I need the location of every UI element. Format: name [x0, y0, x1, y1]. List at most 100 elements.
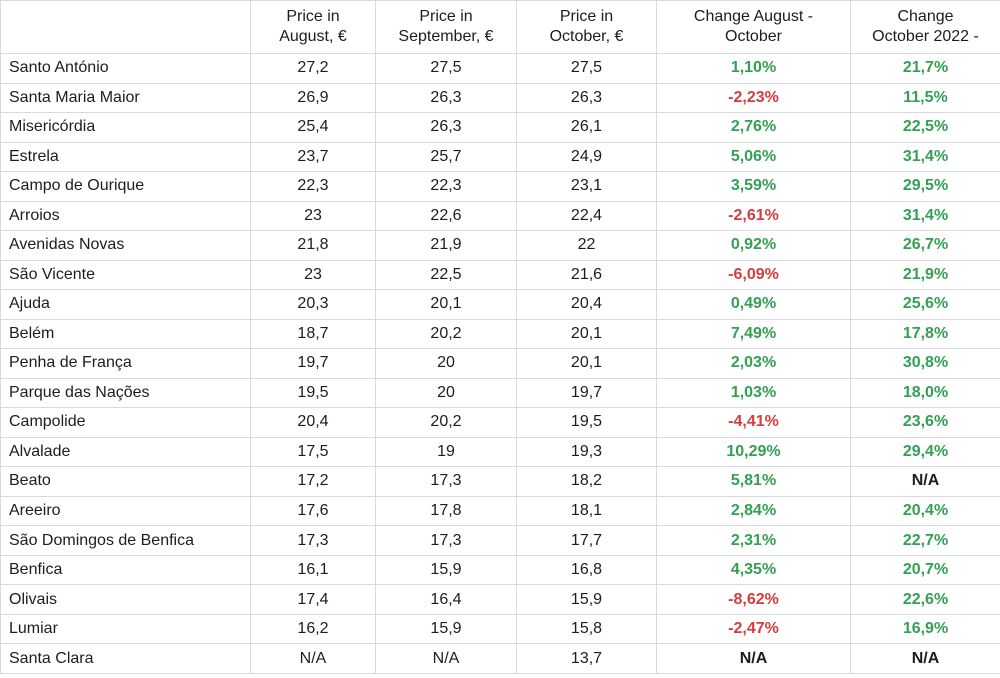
change-october-2022-cell[interactable]: 29,4%	[850, 436, 1000, 468]
price-september-cell[interactable]: 22,3	[375, 171, 517, 202]
price-september-cell[interactable]: 21,9	[375, 230, 517, 261]
district-name-cell[interactable]: Misericórdia	[0, 112, 251, 143]
price-september-cell[interactable]: 26,3	[375, 82, 517, 114]
column-header-change-august-october[interactable]: Change August - October	[656, 0, 851, 54]
change-august-october-cell[interactable]: 0,49%	[656, 289, 851, 320]
change-august-october-cell[interactable]: 2,31%	[656, 525, 851, 556]
district-name-cell[interactable]: Arroios	[0, 200, 251, 232]
district-name-cell[interactable]: Olivais	[0, 584, 251, 615]
price-september-cell[interactable]: 20	[375, 377, 517, 409]
change-august-october-cell[interactable]: 7,49%	[656, 318, 851, 350]
price-september-cell[interactable]: 20,1	[375, 289, 517, 320]
price-september-cell[interactable]: 20,2	[375, 318, 517, 350]
price-october-cell[interactable]: 26,1	[516, 112, 657, 143]
change-august-october-cell[interactable]: 4,35%	[656, 554, 851, 586]
price-september-cell[interactable]: 19	[375, 436, 517, 468]
change-october-2022-cell[interactable]: 16,9%	[850, 613, 1000, 645]
price-september-cell[interactable]: 15,9	[375, 554, 517, 586]
price-september-cell[interactable]: 17,8	[375, 495, 517, 527]
district-name-cell[interactable]: Beato	[0, 466, 251, 497]
price-august-cell[interactable]: 19,5	[250, 377, 376, 409]
change-august-october-cell[interactable]: -2,47%	[656, 613, 851, 645]
column-header-change-october-2022[interactable]: Change October 2022 -	[850, 0, 1000, 54]
price-september-cell[interactable]: 16,4	[375, 584, 517, 615]
price-september-cell[interactable]: 22,6	[375, 200, 517, 232]
price-august-cell[interactable]: 17,5	[250, 436, 376, 468]
price-october-cell[interactable]: 21,6	[516, 259, 657, 291]
change-october-2022-cell[interactable]: 20,7%	[850, 554, 1000, 586]
change-october-2022-cell[interactable]: 18,0%	[850, 377, 1000, 409]
change-october-2022-cell[interactable]: 20,4%	[850, 495, 1000, 527]
district-name-cell[interactable]: Campolide	[0, 407, 251, 438]
change-august-october-cell[interactable]: 0,92%	[656, 230, 851, 261]
price-october-cell[interactable]: 16,8	[516, 554, 657, 586]
district-name-cell[interactable]: Penha de França	[0, 348, 251, 379]
change-october-2022-cell[interactable]: 31,4%	[850, 200, 1000, 232]
price-october-cell[interactable]: 22,4	[516, 200, 657, 232]
price-august-cell[interactable]: 26,9	[250, 82, 376, 114]
change-august-october-cell[interactable]: 5,06%	[656, 141, 851, 173]
price-august-cell[interactable]: 23	[250, 200, 376, 232]
price-september-cell[interactable]: 17,3	[375, 525, 517, 556]
price-september-cell[interactable]: 27,5	[375, 53, 517, 84]
price-august-cell[interactable]: 16,1	[250, 554, 376, 586]
change-august-october-cell[interactable]: 2,03%	[656, 348, 851, 379]
change-august-october-cell[interactable]: 5,81%	[656, 466, 851, 497]
price-august-cell[interactable]: 25,4	[250, 112, 376, 143]
change-august-october-cell[interactable]: -4,41%	[656, 407, 851, 438]
price-august-cell[interactable]: 17,4	[250, 584, 376, 615]
price-september-cell[interactable]: 15,9	[375, 613, 517, 645]
price-october-cell[interactable]: 17,7	[516, 525, 657, 556]
price-september-cell[interactable]: 26,3	[375, 112, 517, 143]
change-august-october-cell[interactable]: N/A	[656, 643, 851, 674]
district-name-cell[interactable]: Benfica	[0, 554, 251, 586]
price-october-cell[interactable]: 20,1	[516, 318, 657, 350]
change-august-october-cell[interactable]: 3,59%	[656, 171, 851, 202]
change-august-october-cell[interactable]: -2,61%	[656, 200, 851, 232]
price-september-cell[interactable]: N/A	[375, 643, 517, 674]
change-october-2022-cell[interactable]: N/A	[850, 466, 1000, 497]
price-october-cell[interactable]: 18,1	[516, 495, 657, 527]
price-august-cell[interactable]: 18,7	[250, 318, 376, 350]
change-october-2022-cell[interactable]: N/A	[850, 643, 1000, 674]
price-august-cell[interactable]: 17,2	[250, 466, 376, 497]
price-october-cell[interactable]: 19,7	[516, 377, 657, 409]
district-name-cell[interactable]: São Vicente	[0, 259, 251, 291]
price-september-cell[interactable]: 17,3	[375, 466, 517, 497]
district-name-cell[interactable]: Campo de Ourique	[0, 171, 251, 202]
district-name-cell[interactable]: Areeiro	[0, 495, 251, 527]
district-name-cell[interactable]: Santa Clara	[0, 643, 251, 674]
price-august-cell[interactable]: 19,7	[250, 348, 376, 379]
change-august-october-cell[interactable]: 2,76%	[656, 112, 851, 143]
price-october-cell[interactable]: 20,1	[516, 348, 657, 379]
price-october-cell[interactable]: 18,2	[516, 466, 657, 497]
district-name-cell[interactable]: Avenidas Novas	[0, 230, 251, 261]
price-october-cell[interactable]: 15,9	[516, 584, 657, 615]
price-october-cell[interactable]: 26,3	[516, 82, 657, 114]
change-october-2022-cell[interactable]: 30,8%	[850, 348, 1000, 379]
change-august-october-cell[interactable]: 2,84%	[656, 495, 851, 527]
price-september-cell[interactable]: 20,2	[375, 407, 517, 438]
price-august-cell[interactable]: 21,8	[250, 230, 376, 261]
change-october-2022-cell[interactable]: 22,7%	[850, 525, 1000, 556]
price-october-cell[interactable]: 20,4	[516, 289, 657, 320]
column-header-corner[interactable]	[0, 0, 251, 54]
price-october-cell[interactable]: 27,5	[516, 53, 657, 84]
price-september-cell[interactable]: 20	[375, 348, 517, 379]
price-august-cell[interactable]: 20,3	[250, 289, 376, 320]
district-name-cell[interactable]: Santo António	[0, 53, 251, 84]
change-october-2022-cell[interactable]: 21,9%	[850, 259, 1000, 291]
change-october-2022-cell[interactable]: 22,6%	[850, 584, 1000, 615]
change-october-2022-cell[interactable]: 17,8%	[850, 318, 1000, 350]
change-august-october-cell[interactable]: -2,23%	[656, 82, 851, 114]
change-october-2022-cell[interactable]: 29,5%	[850, 171, 1000, 202]
change-october-2022-cell[interactable]: 23,6%	[850, 407, 1000, 438]
price-august-cell[interactable]: 16,2	[250, 613, 376, 645]
price-august-cell[interactable]: 17,3	[250, 525, 376, 556]
change-october-2022-cell[interactable]: 11,5%	[850, 82, 1000, 114]
district-name-cell[interactable]: Belém	[0, 318, 251, 350]
column-header-price-september[interactable]: Price in September, €	[375, 0, 517, 54]
price-october-cell[interactable]: 15,8	[516, 613, 657, 645]
change-august-october-cell[interactable]: -6,09%	[656, 259, 851, 291]
district-name-cell[interactable]: Lumiar	[0, 613, 251, 645]
